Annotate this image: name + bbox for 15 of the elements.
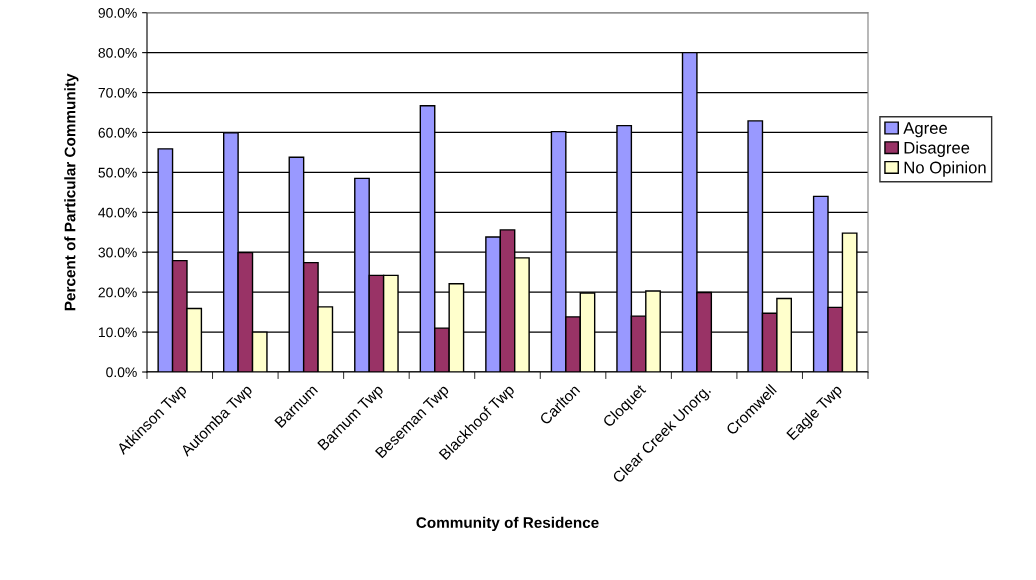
y-tick-label: 30.0% — [98, 247, 137, 258]
legend-label: Agree — [903, 122, 948, 138]
x-axis-title: Community of Residence — [416, 516, 599, 532]
y-tick-label: 60.0% — [98, 127, 137, 138]
y-tick-label: 50.0% — [98, 167, 137, 178]
y-tick-label: 40.0% — [98, 207, 137, 218]
legend-label: Disagree — [904, 141, 970, 157]
y-tick-label: 80.0% — [98, 47, 137, 58]
y-tick-label: 90.0% — [98, 8, 137, 18]
y-tick-label: 10.0% — [98, 327, 137, 338]
y-tick-label: 0.0% — [106, 367, 137, 378]
y-axis-title: Percent of Particular Community — [64, 73, 79, 311]
y-tick-label: 20.0% — [98, 287, 137, 298]
y-tick-label: 70.0% — [98, 87, 137, 98]
legend-label: No Opinion — [904, 161, 986, 177]
